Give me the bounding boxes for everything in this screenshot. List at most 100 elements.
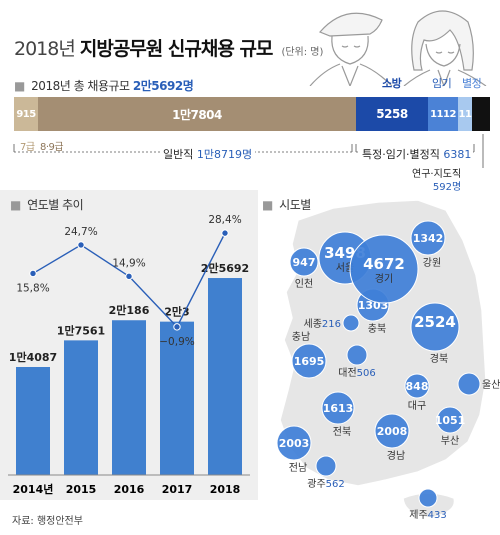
- bar-value-label: 2만5692: [201, 261, 249, 275]
- region-bubble: [346, 344, 368, 366]
- region-name: 충북: [368, 323, 386, 335]
- region-value: 1695: [294, 355, 325, 368]
- region-bubble: [291, 343, 327, 379]
- region-name: 광주: [307, 478, 325, 490]
- region-name: 경기: [375, 272, 393, 285]
- region-value: 2008: [377, 425, 408, 438]
- region-bubble: [410, 220, 446, 256]
- special-title: 특정·임기·별정직: [362, 148, 440, 161]
- bar-value-label: 2만186: [109, 303, 150, 317]
- general-label: 일반직 1만8719명: [160, 146, 256, 162]
- map-heading: ■ 시도별: [262, 196, 311, 213]
- growth-point: [173, 323, 181, 331]
- region-bubble: [315, 455, 337, 477]
- growth-label: 15,8%: [16, 282, 49, 294]
- map-title: 시도별: [279, 198, 311, 212]
- region-value: 506: [357, 368, 376, 379]
- bar-segment-value: 5258: [376, 107, 408, 121]
- x-tick-label: 2018: [210, 483, 241, 496]
- region-value: 848: [406, 380, 429, 393]
- region-bubble: [457, 372, 481, 396]
- label-grade7: 7급: [20, 142, 35, 153]
- bar-segment-separate: 11: [458, 97, 472, 131]
- region-value: 562: [326, 479, 345, 490]
- research-title: 연구·지도직: [412, 169, 462, 180]
- region-bubble: [342, 314, 360, 332]
- bar-0: [16, 366, 50, 475]
- title-year: 2018년: [14, 38, 76, 60]
- x-tick-label: 2014년: [13, 482, 54, 496]
- growth-point: [77, 241, 85, 249]
- region-name: 경남: [387, 449, 405, 462]
- title-unit: (단위: 명): [281, 47, 324, 58]
- region-value: 2524: [414, 313, 456, 331]
- growth-label: 28,4%: [208, 214, 241, 226]
- total-label: 2018년 총 채용규모: [31, 79, 130, 93]
- bar-value-label: 1만7561: [57, 323, 105, 337]
- region-bubble: [289, 247, 319, 277]
- composition-bar: 915 1만7804 5258 1112 11: [14, 97, 490, 131]
- region-label: 울산470: [482, 379, 500, 391]
- region-bubble: [374, 413, 410, 449]
- region-value: 433: [428, 510, 447, 521]
- special-value: 6381: [443, 148, 472, 161]
- general-title: 일반직: [163, 148, 194, 161]
- growth-label: 14,9%: [112, 257, 145, 269]
- label-temp: 임기: [432, 77, 452, 90]
- bar-segment-value: 11: [458, 108, 472, 120]
- bar-segment-research: [472, 97, 490, 131]
- research-label: 연구·지도직 592명: [412, 168, 461, 194]
- region-name: 충남: [292, 331, 310, 343]
- trend-heading: ■ 연도별 추이: [10, 196, 84, 213]
- bar-value-label: 1만4087: [9, 350, 57, 364]
- region-bubble: [410, 302, 460, 352]
- region-name: 대구: [408, 400, 426, 412]
- research-value: 592명: [432, 182, 462, 193]
- region-name: 부산: [441, 435, 459, 447]
- source-note: 자료: 행정안전부: [12, 516, 83, 527]
- bullet-icon: ■: [262, 198, 273, 212]
- bar-segment-grade7: 915: [14, 97, 38, 131]
- region-value: 216: [322, 319, 341, 330]
- general-value: 1만8719명: [196, 148, 253, 161]
- bullet-icon: ■: [10, 198, 21, 212]
- label-separate: 별정: [462, 77, 482, 90]
- special-label: 특정·임기·별정직 6381: [360, 146, 474, 162]
- growth-point: [221, 229, 229, 237]
- region-name: 전남: [289, 462, 307, 474]
- region-bubble: [418, 488, 438, 508]
- bar-segment-value: 915: [16, 108, 36, 120]
- region-bubble: [436, 406, 464, 434]
- growth-label: 24,7%: [64, 226, 97, 238]
- region-name: 울산: [482, 379, 500, 391]
- title-main: 지방공무원 신규채용 규모: [79, 38, 274, 60]
- total-value: 2만5692명: [132, 79, 194, 93]
- region-label: 제주433: [409, 509, 447, 521]
- bar-segment-value: 1112: [430, 108, 456, 120]
- growth-label: −0,9%: [159, 336, 194, 348]
- bar-4: [208, 278, 242, 475]
- bar-segment-grade89: 1만7804: [38, 97, 356, 131]
- region-bubble: [404, 373, 430, 399]
- x-tick-label: 2015: [66, 483, 97, 496]
- region-label: 광주562: [307, 478, 345, 490]
- total-heading: ■ 2018년 총 채용규모 2만5692명: [14, 77, 194, 94]
- bar-segment-value: 1만7804: [172, 107, 222, 122]
- region-name: 전북: [333, 426, 351, 438]
- page-title: 2018년 지방공무원 신규채용 규모 (단위: 명): [14, 34, 323, 61]
- region-name: 대전: [338, 367, 356, 379]
- x-tick-label: 2016: [114, 483, 145, 496]
- label-grade89: 8·9급: [40, 142, 64, 153]
- growth-point: [125, 272, 133, 281]
- bar-3: [160, 321, 194, 475]
- growth-point: [29, 269, 37, 278]
- region-name: 제주: [409, 509, 427, 521]
- trend-title: 연도별 추이: [27, 198, 84, 212]
- region-value: 1342: [413, 232, 444, 245]
- region-value: 1613: [323, 402, 354, 415]
- region-value: 1051: [435, 414, 466, 427]
- officers-illustration: [309, 10, 487, 86]
- x-tick-label: 2017: [162, 483, 193, 496]
- region-value: 4672: [363, 255, 405, 273]
